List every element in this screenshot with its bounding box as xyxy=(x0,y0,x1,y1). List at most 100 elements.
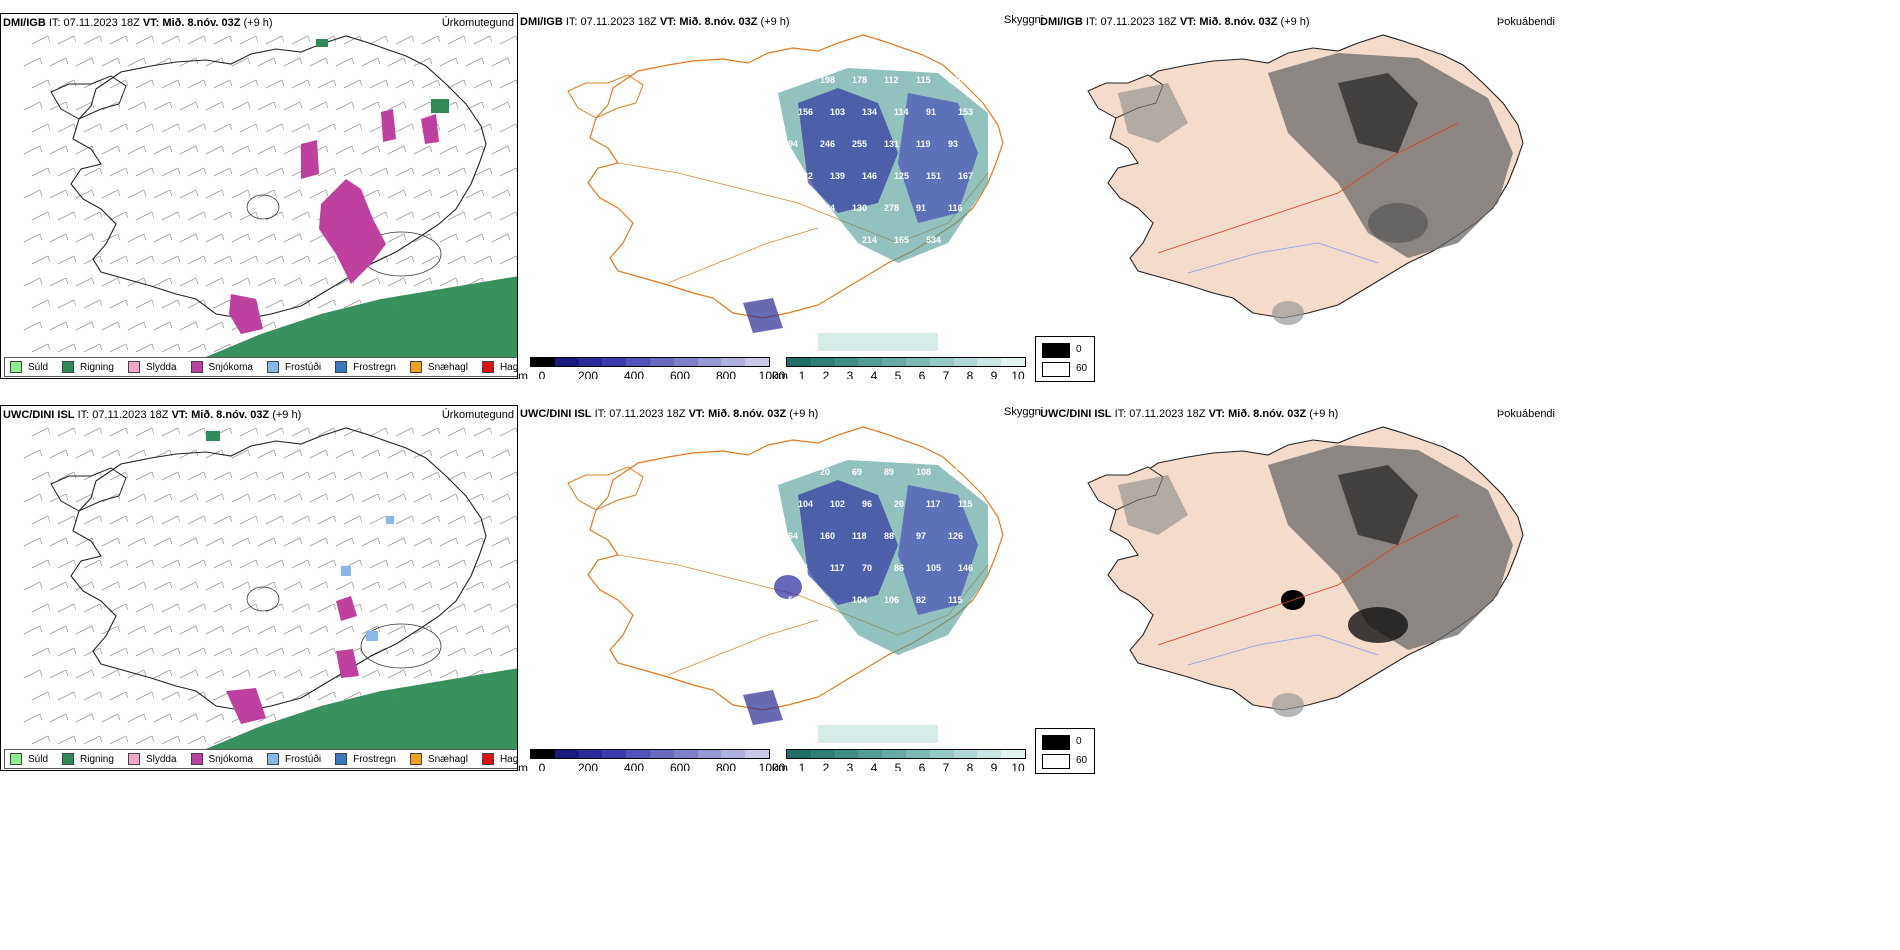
precip-map xyxy=(23,35,517,359)
legend-label: Frostregn xyxy=(353,753,396,765)
colorbar-step xyxy=(810,358,835,366)
ceiling-label: 131 xyxy=(884,139,899,149)
colorbar-tick: 8 xyxy=(966,369,974,379)
colorbar-swatches xyxy=(786,357,1026,367)
colorbar-tick: 4 xyxy=(870,369,878,379)
legend-label: Frostúði xyxy=(284,753,322,765)
visibility-map: 632 198 178 112 115 176 156 103 134 114 91 153 94 246… xyxy=(567,34,1004,351)
panel-title: Úrkomutegund xyxy=(441,17,514,29)
ceiling-label: 117 xyxy=(926,499,941,509)
fog-panel-bottom: UWC/DINI ISL IT: 07.11.2023 18Z VT: Mið.… xyxy=(1038,405,1558,771)
ceiling-label: 20 xyxy=(894,499,904,509)
colorbar-ticks: 0 200 400 600 800 1000 xyxy=(530,369,786,379)
legend-item: Súld xyxy=(10,361,48,373)
colorbar-step xyxy=(1001,358,1025,366)
legend-swatch xyxy=(335,753,348,765)
legend-label: Haglél xyxy=(499,753,518,765)
visibility-map: 10 20 69 89 108 96 104 102 96 20 117 115 64 160 118 88 9… xyxy=(567,426,1004,743)
colorbar-step xyxy=(905,750,930,758)
ceiling-label: 160 xyxy=(820,531,835,541)
colorbar-tick: 8 xyxy=(966,761,974,771)
colorbar-swatches xyxy=(786,749,1026,759)
colorbar-step xyxy=(787,358,811,366)
ceiling-label: 178 xyxy=(852,75,867,85)
visibility-title: Skyggni xyxy=(1004,14,1044,26)
colorbar-step xyxy=(697,358,722,366)
panel-header: UWC/DINI ISL IT: 07.11.2023 18Z VT: Mið.… xyxy=(520,408,819,420)
colorbar-step xyxy=(929,358,954,366)
colorbar-tick: 4 xyxy=(870,761,878,771)
colorbar-tick: 1 xyxy=(798,761,806,771)
ceiling-label: 10 xyxy=(788,467,798,477)
visibility-colorbar: km 1 2 3 4 5 6 7 8 9 10 xyxy=(772,749,1026,771)
panel-header: DMI/IGB IT: 07.11.2023 18Z VT: Mið. 8.nó… xyxy=(520,16,790,28)
colorbar-tick: 0 xyxy=(538,369,546,379)
ceiling-colorbar: m 0 200 400 600 800 1000 xyxy=(518,357,786,379)
precip-panel-top: DMI/IGB IT: 07.11.2023 18Z VT: Mið. 8.nó… xyxy=(0,13,518,379)
precip-panel-bottom: UWC/DINI ISL IT: 07.11.2023 18Z VT: Mið.… xyxy=(0,405,518,771)
legend-label: Snjókoma xyxy=(208,753,253,765)
panel-header: UWC/DINI ISL IT: 07.11.2023 18Z VT: Mið.… xyxy=(3,409,514,421)
fog-map xyxy=(1087,426,1524,717)
legend-item: Slydda xyxy=(127,361,177,373)
legend-item: Snjókoma xyxy=(190,361,253,373)
colorbar-step xyxy=(834,358,859,366)
colorbar-tick: 3 xyxy=(846,761,854,771)
legend-item: Snæhagl xyxy=(409,361,468,373)
ceiling-visibility-panel-top: DMI/IGB IT: 07.11.2023 18Z VT: Mið. 8.nó… xyxy=(518,13,1038,379)
ceiling-label: 64 xyxy=(788,531,798,541)
colorbar-tick: 6 xyxy=(918,761,926,771)
legend-item: Frostúði xyxy=(266,753,322,765)
ceiling-label: 103 xyxy=(830,107,845,117)
ceiling-label: 156 xyxy=(798,107,813,117)
colorbar-step xyxy=(721,358,746,366)
colorbar-unit: m xyxy=(518,761,528,771)
colorbar-step xyxy=(649,750,674,758)
legend-swatch xyxy=(190,753,203,765)
ceiling-label: 278 xyxy=(884,203,899,213)
legend-label: Snæhagl xyxy=(427,753,468,765)
colorbar-tick: 2 xyxy=(822,761,830,771)
precip-legend: Súld Rigning Slydda Snjókoma Frostúði Frostre… xyxy=(4,357,517,377)
legend-swatch xyxy=(481,753,494,765)
colorbar-tick: 5 xyxy=(894,761,902,771)
ceiling-label: 119 xyxy=(916,139,931,149)
colorbar-step xyxy=(531,358,555,366)
ceiling-label: 108 xyxy=(916,467,931,477)
ceiling-label: 104 xyxy=(852,595,867,605)
colorbar-step xyxy=(834,750,859,758)
legend-label: Súld xyxy=(28,361,49,373)
colorbar-ticks: 0 200 400 600 800 1000 xyxy=(530,761,786,771)
colorbar-tick: 600 xyxy=(669,369,691,379)
ceiling-label: 115 xyxy=(948,595,963,605)
legend-label: Slydda xyxy=(145,753,177,765)
legend-swatch xyxy=(10,753,22,765)
ceiling-label: 116 xyxy=(948,203,963,213)
ceiling-label: 214 xyxy=(862,235,877,245)
colorbar-tick: 200 xyxy=(577,761,599,771)
ceiling-label: 89 xyxy=(884,467,894,477)
panel-title: Þokuábendi xyxy=(1496,408,1555,420)
legend-label: Rigning xyxy=(80,753,114,765)
ceiling-label: 137 xyxy=(830,235,845,245)
ceiling-label: 93 xyxy=(948,139,958,149)
ceiling-label: 176 xyxy=(948,75,963,85)
colorbar-step xyxy=(554,358,579,366)
ceiling-label: 151 xyxy=(926,171,941,181)
model-name: UWC/DINI ISL xyxy=(3,409,75,421)
colorbar-step xyxy=(882,750,906,758)
colorbar-tick: 9 xyxy=(990,761,998,771)
colorbar-tick: 1000 xyxy=(758,761,786,771)
coastline xyxy=(70,35,487,320)
model-name: DMI/IGB xyxy=(3,17,46,29)
colorbar-step xyxy=(905,358,930,366)
colorbar-tick: 800 xyxy=(715,761,737,771)
ceiling-label: 153 xyxy=(958,107,973,117)
colorbar-swatches xyxy=(530,357,770,367)
legend-swatch xyxy=(190,361,203,373)
ceiling-label: 104 xyxy=(798,499,813,509)
legend-item: Frostregn xyxy=(335,753,396,765)
visibility-colorbar: km 1 2 3 4 5 6 7 8 9 10 xyxy=(772,357,1026,379)
colorbar-step xyxy=(578,750,603,758)
legend-label: Snjókoma xyxy=(208,361,253,373)
